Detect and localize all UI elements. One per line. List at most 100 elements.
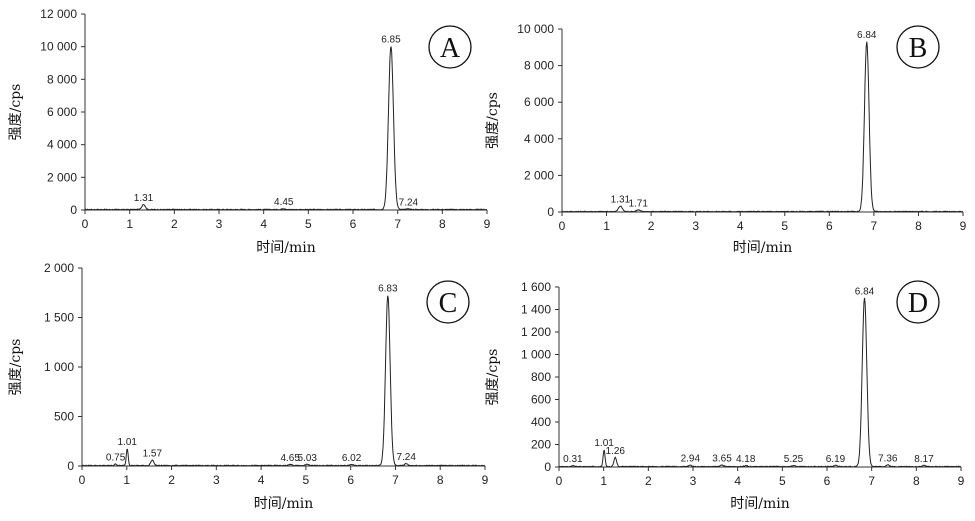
peak-label: 1.01 xyxy=(594,438,614,449)
panel-letter-circle xyxy=(896,280,940,324)
y-axis-label: 强度/cps xyxy=(485,92,501,149)
peak-label: 1.01 xyxy=(117,437,137,448)
x-tick-label: 1 xyxy=(123,473,130,487)
x-tick-label: 5 xyxy=(781,219,788,233)
x-tick-label: 9 xyxy=(484,217,491,231)
y-axis-label: 强度/cps xyxy=(8,84,24,141)
peak-label: 6.85 xyxy=(381,35,401,46)
panel-D: 0 1 2 3 4 5 6 7 8 9 0 200 400 600 800 1 000 1 200 1 400 1 … xyxy=(485,280,965,512)
peak-label: 0.75 xyxy=(106,453,126,464)
x-tick-label: 9 xyxy=(960,219,967,233)
y-axis-label: 强度/cps xyxy=(8,339,24,396)
x-tick-label: 1 xyxy=(600,474,607,488)
x-tick-label: 9 xyxy=(482,473,489,487)
y-tick-label: 10 000 xyxy=(517,22,554,36)
x-tick-label: 5 xyxy=(305,217,312,231)
panel-A: 0 1 2 3 4 5 6 7 8 9 0 2 000 4 000 6 000 8 000 10 000 12 … xyxy=(8,7,491,256)
y-axis-label: 强度/cps xyxy=(485,349,501,406)
x-tick-label: 0 xyxy=(559,219,566,233)
y-tick-label: 10 000 xyxy=(40,40,77,54)
peak-label: 6.19 xyxy=(826,454,846,465)
y-tick-label: 4 000 xyxy=(47,138,77,152)
y-tick-label: 800 xyxy=(531,370,551,384)
x-axis-label: 时间/min xyxy=(256,240,316,256)
x-tick-label: 3 xyxy=(216,217,223,231)
chromatogram-trace xyxy=(81,295,486,467)
x-tick-label: 5 xyxy=(303,473,310,487)
x-axis-label: 时间/min xyxy=(730,496,790,512)
peak-label: 7.36 xyxy=(878,453,898,464)
y-tick-label: 2 000 xyxy=(47,170,77,184)
x-tick-label: 7 xyxy=(392,473,399,487)
x-tick-label: 2 xyxy=(168,473,175,487)
y-tick-label: 8 000 xyxy=(47,72,77,86)
chromatogram-trace xyxy=(559,297,962,468)
peak-label: 3.65 xyxy=(712,453,732,464)
x-tick-label: 5 xyxy=(779,474,786,488)
y-tick-label: 400 xyxy=(531,415,551,429)
x-tick-label: 3 xyxy=(692,219,699,233)
peak-label: 6.83 xyxy=(378,284,398,295)
x-tick-label: 8 xyxy=(915,219,922,233)
panel-letter: B xyxy=(909,33,928,64)
peak-label: 5.03 xyxy=(297,453,317,464)
y-tick-label: 2 000 xyxy=(44,261,74,275)
peak-label: 1.57 xyxy=(143,449,163,460)
x-tick-label: 8 xyxy=(913,474,920,488)
y-tick-label: 1 400 xyxy=(521,303,551,317)
panel-letter-circle xyxy=(896,25,940,69)
x-tick-label: 2 xyxy=(648,219,655,233)
x-tick-label: 3 xyxy=(213,473,220,487)
peak-label: 1.31 xyxy=(134,193,154,204)
y-tick-label: 200 xyxy=(531,438,551,452)
panel-letter-circle xyxy=(428,25,472,69)
y-tick-label: 12 000 xyxy=(40,7,77,21)
x-tick-label: 2 xyxy=(645,474,652,488)
peak-label: 4.65 xyxy=(280,453,300,464)
x-tick-label: 8 xyxy=(439,217,446,231)
x-axis-label: 时间/min xyxy=(254,496,314,512)
x-tick-label: 9 xyxy=(958,474,965,488)
chromatogram-trace xyxy=(561,41,964,213)
peak-label: 6.02 xyxy=(342,453,362,464)
peak-label: 4.45 xyxy=(274,197,294,208)
y-tick-label: 600 xyxy=(531,393,551,407)
panel-letter: D xyxy=(908,288,928,319)
y-tick-label: 0 xyxy=(67,459,74,473)
y-tick-label: 1 600 xyxy=(521,280,551,294)
peak-label: 7.24 xyxy=(396,452,416,463)
panel-B: 0 1 2 3 4 5 6 7 8 9 0 2 000 4 000 6 000 8 000 10 000 时间/… xyxy=(485,22,967,256)
x-tick-label: 0 xyxy=(556,474,563,488)
panel-letter: A xyxy=(440,33,461,64)
y-tick-label: 6 000 xyxy=(524,95,554,109)
x-tick-label: 6 xyxy=(350,217,357,231)
x-tick-label: 7 xyxy=(394,217,401,231)
peak-label: 7.24 xyxy=(399,197,419,208)
x-tick-label: 0 xyxy=(82,217,89,231)
peak-label: 6.84 xyxy=(855,286,875,297)
y-tick-label: 0 xyxy=(70,203,77,217)
panel-letter-circle xyxy=(426,280,470,324)
x-tick-label: 7 xyxy=(871,219,878,233)
x-tick-label: 2 xyxy=(171,217,178,231)
x-axis-label: 时间/min xyxy=(733,240,793,256)
x-tick-label: 6 xyxy=(347,473,354,487)
x-tick-label: 4 xyxy=(260,217,267,231)
x-tick-label: 6 xyxy=(826,219,833,233)
x-tick-label: 4 xyxy=(258,473,265,487)
chromatogram-trace xyxy=(85,46,487,211)
y-tick-label: 4 000 xyxy=(524,132,554,146)
peak-label: 1.26 xyxy=(606,446,626,457)
x-tick-label: 7 xyxy=(868,474,875,488)
y-tick-label: 1 000 xyxy=(521,348,551,362)
panel-C: 0 1 2 3 4 5 6 7 8 9 0 500 1 000 1 500 2 000 时间/min 强度/cp… xyxy=(8,261,489,512)
y-tick-label: 6 000 xyxy=(47,105,77,119)
x-tick-label: 8 xyxy=(437,473,444,487)
y-tick-label: 0 xyxy=(544,460,551,474)
x-tick-label: 4 xyxy=(734,474,741,488)
peak-label: 1.31 xyxy=(611,195,631,206)
y-tick-label: 1 000 xyxy=(44,360,74,374)
y-tick-label: 1 500 xyxy=(44,311,74,325)
x-tick-label: 0 xyxy=(79,473,86,487)
y-tick-label: 2 000 xyxy=(524,168,554,182)
